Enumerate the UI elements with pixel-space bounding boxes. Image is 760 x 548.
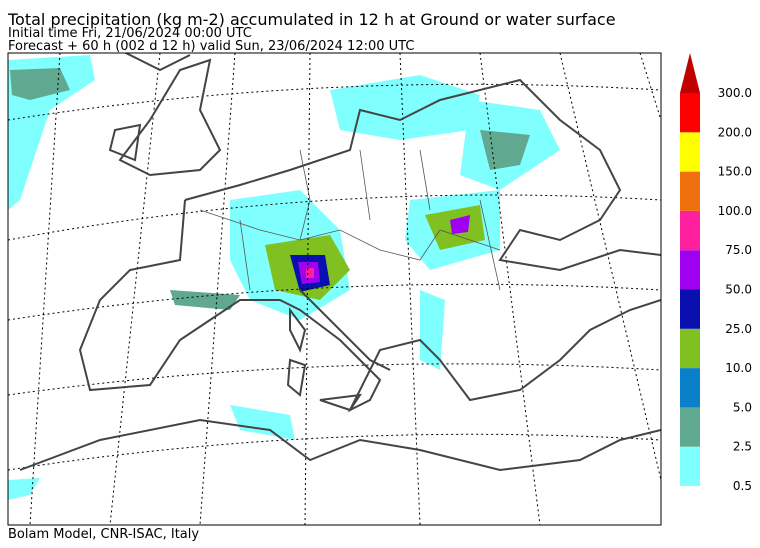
forecast: Forecast + 60 h (002 d 12 h) valid Sun, … xyxy=(8,39,414,54)
colorbar-swatch xyxy=(680,132,700,172)
colorbar-swatch xyxy=(680,171,700,211)
credit: Bolam Model, CNR-ISAC, Italy xyxy=(8,527,199,542)
colorbar-swatch xyxy=(680,328,700,369)
colorbar-swatch xyxy=(680,407,700,447)
colorbar-label: 50.0 xyxy=(725,283,752,297)
colorbar-over xyxy=(680,53,700,93)
colorbar-swatch xyxy=(680,446,700,486)
colorbar-label: 75.0 xyxy=(725,243,752,257)
colorbar-label: 2.5 xyxy=(733,440,752,454)
colorbar-swatch xyxy=(680,210,700,251)
colorbar-label: 300.0 xyxy=(718,86,752,100)
colorbar-swatch xyxy=(680,250,700,290)
initial-time: Initial time Fri, 21/06/2024 00:00 UTC xyxy=(8,26,252,41)
title: Total precipitation (kg m-2) accumulated… xyxy=(7,10,616,29)
map xyxy=(7,52,662,526)
colorbar-label: 150.0 xyxy=(718,165,752,179)
colorbar-label: 0.5 xyxy=(733,479,752,493)
colorbar-label: 25.0 xyxy=(725,322,752,336)
colorbar: 0.5 2.5 5.0 10.0 25.0 50.0 75.0 100.0 150.0 200.0… xyxy=(680,53,752,493)
colorbar-swatch xyxy=(680,93,700,133)
colorbar-label: 10.0 xyxy=(725,361,752,375)
colorbar-swatch xyxy=(680,368,700,408)
colorbar-label: 5.0 xyxy=(733,400,752,414)
colorbar-label: 100.0 xyxy=(718,204,752,218)
colorbar-label: 200.0 xyxy=(718,125,752,139)
colorbar-swatch xyxy=(680,289,700,329)
